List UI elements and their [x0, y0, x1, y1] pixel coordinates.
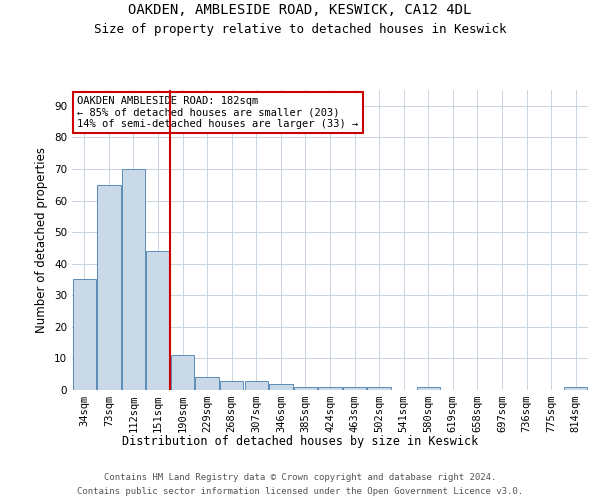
- Bar: [220, 380, 244, 390]
- Bar: [343, 387, 366, 390]
- Text: Distribution of detached houses by size in Keswick: Distribution of detached houses by size …: [122, 435, 478, 448]
- Bar: [269, 384, 293, 390]
- Text: Contains HM Land Registry data © Crown copyright and database right 2024.: Contains HM Land Registry data © Crown c…: [104, 472, 496, 482]
- Y-axis label: Number of detached properties: Number of detached properties: [35, 147, 49, 333]
- Bar: [564, 387, 587, 390]
- Bar: [97, 184, 121, 390]
- Bar: [196, 378, 219, 390]
- Bar: [146, 251, 170, 390]
- Bar: [294, 387, 317, 390]
- Bar: [416, 387, 440, 390]
- Text: Contains public sector information licensed under the Open Government Licence v3: Contains public sector information licen…: [77, 488, 523, 496]
- Bar: [319, 387, 341, 390]
- Bar: [171, 356, 194, 390]
- Text: Size of property relative to detached houses in Keswick: Size of property relative to detached ho…: [94, 22, 506, 36]
- Text: OAKDEN, AMBLESIDE ROAD, KESWICK, CA12 4DL: OAKDEN, AMBLESIDE ROAD, KESWICK, CA12 4D…: [128, 2, 472, 16]
- Bar: [367, 387, 391, 390]
- Bar: [73, 280, 96, 390]
- Bar: [245, 380, 268, 390]
- Text: OAKDEN AMBLESIDE ROAD: 182sqm
← 85% of detached houses are smaller (203)
14% of : OAKDEN AMBLESIDE ROAD: 182sqm ← 85% of d…: [77, 96, 358, 129]
- Bar: [122, 169, 145, 390]
